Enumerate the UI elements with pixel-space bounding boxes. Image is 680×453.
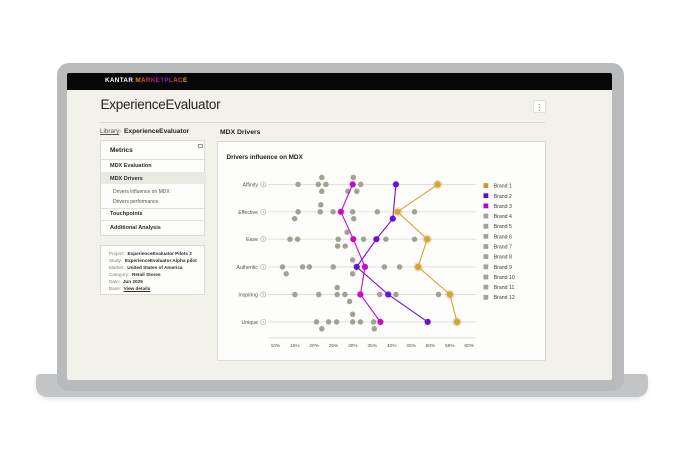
svg-text:10%: 10% <box>271 343 281 349</box>
svg-text:50%: 50% <box>426 343 436 349</box>
svg-text:Brand 7: Brand 7 <box>494 245 512 251</box>
svg-text:Brand 5: Brand 5 <box>494 224 512 230</box>
svg-text:40%: 40% <box>387 343 397 349</box>
svg-text:Brand 2: Brand 2 <box>494 194 512 200</box>
svg-text:Unique: Unique <box>242 320 259 326</box>
svg-text:Brand 10: Brand 10 <box>494 275 515 281</box>
svg-text:20%: 20% <box>309 343 319 349</box>
svg-text:Brand 4: Brand 4 <box>494 214 512 220</box>
svg-text:Brand 1: Brand 1 <box>494 184 512 190</box>
svg-text:60%: 60% <box>464 343 474 349</box>
svg-text:Authentic: Authentic <box>236 265 258 271</box>
svg-text:30%: 30% <box>348 343 358 349</box>
svg-text:35%: 35% <box>367 343 377 349</box>
svg-text:Brand 11: Brand 11 <box>494 285 515 291</box>
svg-text:Drivers influence on MDX: Drivers influence on MDX <box>227 154 304 161</box>
svg-text:Affinity: Affinity <box>243 182 259 188</box>
svg-text:Brand 6: Brand 6 <box>494 234 512 240</box>
svg-text:25%: 25% <box>329 343 339 349</box>
svg-text:15%: 15% <box>290 343 300 349</box>
svg-text:Brand 8: Brand 8 <box>494 255 512 261</box>
svg-text:Brand 9: Brand 9 <box>494 265 512 271</box>
svg-text:45%: 45% <box>406 343 416 349</box>
svg-text:Inspiring: Inspiring <box>238 293 258 299</box>
svg-text:Brand 3: Brand 3 <box>494 204 512 210</box>
svg-text:Ease: Ease <box>246 237 258 243</box>
svg-text:55%: 55% <box>445 343 455 349</box>
svg-text:Brand 12: Brand 12 <box>494 295 515 301</box>
svg-text:Effective: Effective <box>238 210 258 216</box>
